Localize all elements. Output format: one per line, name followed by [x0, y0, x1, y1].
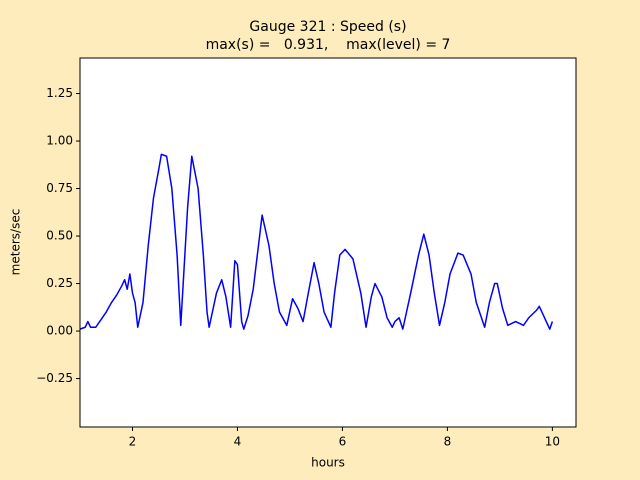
x-tick-label: 2 — [129, 435, 137, 449]
y-tick-label: 1.25 — [46, 86, 73, 100]
chart-subtitle: max(s) = 0.931, max(level) = 7 — [206, 37, 451, 53]
y-axis-label: meters/sec — [9, 209, 23, 276]
plot-area — [80, 58, 576, 427]
chart-title: Gauge 321 : Speed (s) — [249, 19, 406, 35]
x-tick-label: 8 — [444, 435, 452, 449]
y-tick-label: 0.25 — [46, 276, 73, 290]
x-tick-label: 6 — [339, 435, 347, 449]
x-tick-label: 10 — [545, 435, 560, 449]
y-tick-label: −0.25 — [36, 371, 73, 385]
y-tick-label: 0.00 — [46, 324, 73, 338]
x-axis-label: hours — [311, 456, 345, 470]
y-tick-label: 0.75 — [46, 181, 73, 195]
axes-frame — [79, 57, 577, 428]
data-line — [79, 153, 554, 330]
x-tick-label: 4 — [234, 435, 242, 449]
y-tick-label: 1.00 — [46, 134, 73, 148]
y-tick-label: 0.50 — [46, 229, 73, 243]
